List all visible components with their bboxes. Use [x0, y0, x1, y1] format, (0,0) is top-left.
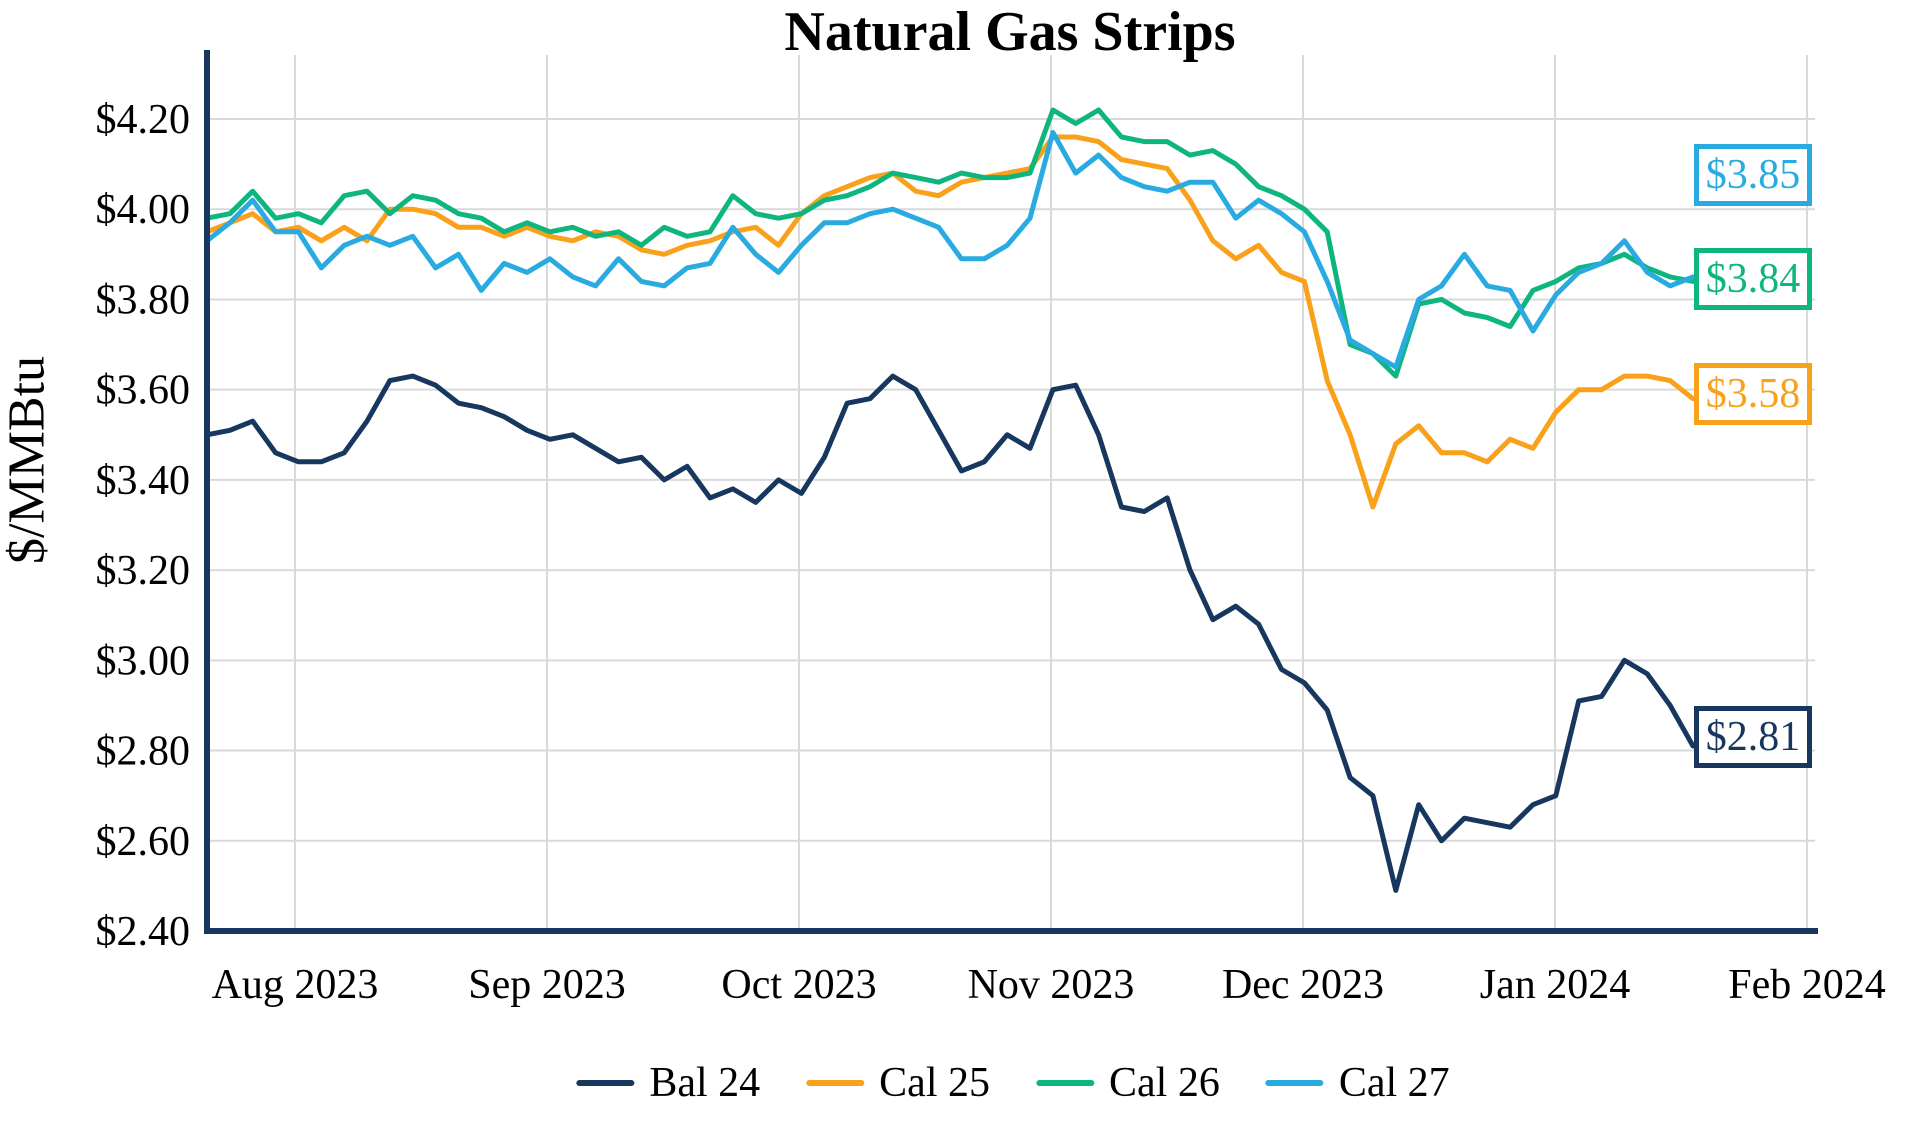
legend-swatch-cal25	[806, 1080, 865, 1086]
legend-label-cal26: Cal 26	[1109, 1060, 1220, 1106]
x-tick-label-0: Aug 2023	[212, 962, 379, 1008]
y-tick-label-6: $3.60	[96, 368, 191, 414]
legend-item-cal27: Cal 27	[1265, 1060, 1450, 1106]
y-tick-label-9: $4.20	[96, 97, 191, 143]
x-tick-label-3: Nov 2023	[968, 962, 1135, 1008]
y-tick-label-5: $3.40	[96, 458, 191, 504]
legend-label-bal24: Bal 24	[649, 1060, 761, 1106]
x-tick-label-4: Dec 2023	[1222, 962, 1384, 1008]
legend-swatch-cal26	[1036, 1080, 1094, 1086]
legend-swatch-bal24	[576, 1080, 635, 1086]
legend: Bal 24 Cal 25 Cal 26 Cal 27	[576, 1052, 1450, 1114]
legend-label-cal27: Cal 27	[1338, 1060, 1450, 1106]
y-tick-label-4: $3.20	[96, 548, 191, 594]
legend-item-cal25: Cal 25	[806, 1062, 990, 1104]
legend-item-cal26: Cal 26	[1036, 1062, 1220, 1104]
legend-label-cal25: Cal 25	[879, 1060, 990, 1106]
y-tick-label-1: $2.60	[96, 819, 191, 865]
end-label-cal26: $3.84	[1694, 248, 1812, 311]
legend-swatch-cal27	[1265, 1080, 1324, 1086]
y-tick-label-7: $3.80	[96, 277, 191, 323]
x-tick-label-6: Feb 2024	[1728, 962, 1886, 1008]
series-line-cal25	[204, 134, 1696, 510]
x-tick-label-1: Sep 2023	[468, 962, 626, 1008]
series-line-cal27	[204, 130, 1696, 370]
end-label-cal25: $3.58	[1694, 363, 1812, 426]
y-tick-label-8: $4.00	[96, 187, 191, 233]
y-tick-label-3: $3.00	[96, 638, 191, 684]
series-line-cal26	[204, 107, 1696, 379]
series-line-bal24	[204, 373, 1696, 893]
legend-item-bal24: Bal 24	[576, 1062, 760, 1104]
y-tick-label-0: $2.40	[96, 909, 191, 955]
x-tick-label-5: Jan 2024	[1480, 962, 1631, 1008]
chart-title: Natural Gas Strips	[784, 1, 1236, 63]
end-label-cal27: $3.85	[1694, 144, 1812, 207]
x-tick-label-2: Oct 2023	[721, 962, 876, 1008]
end-label-bal24: $2.81	[1694, 706, 1812, 769]
y-tick-label-2: $2.80	[96, 729, 191, 775]
